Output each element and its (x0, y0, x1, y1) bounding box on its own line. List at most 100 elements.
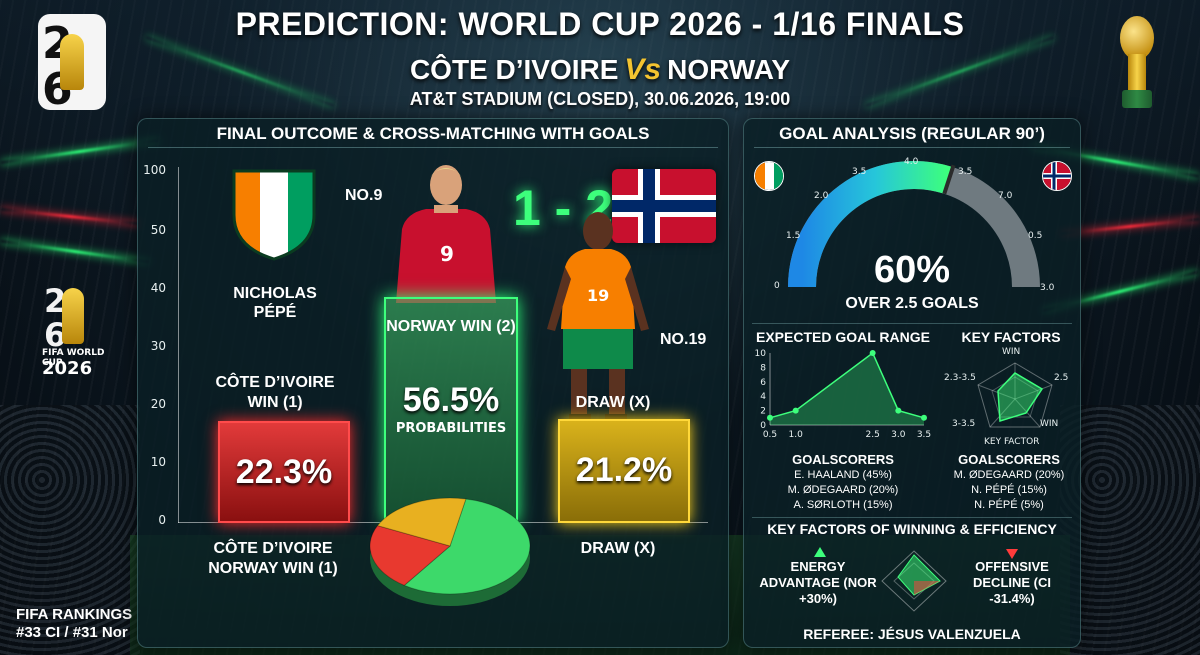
key-factors-radar (977, 362, 1053, 428)
svg-text:6: 6 (44, 316, 66, 348)
crowd-left (0, 405, 140, 655)
goalscorers-title: GOALSCORERS (958, 452, 1060, 467)
xg-title: EXPECTED GOAL RANGE (756, 329, 930, 345)
goalscorers-title: GOALSCORERS (792, 452, 894, 467)
radar-label: 2.5 (1054, 373, 1069, 383)
match-teams: CÔTE D’IVOIRE Vs NORWAY (0, 53, 1200, 87)
gauge-tick: 4.0 (904, 157, 919, 167)
bar-draw: 21.2% (558, 419, 690, 523)
xg-point (869, 350, 876, 356)
cote-divoire-shield-icon (230, 167, 318, 261)
rankings-values: #33 CI / #31 Nor (16, 624, 128, 641)
xg-x-tick: 0.5 (763, 430, 777, 440)
y-tick: 20 (150, 397, 166, 411)
gauge-needle (942, 164, 956, 195)
xg-point (921, 414, 927, 421)
bar-norway-win: NORWAY WIN (2) 56.5% PROBABILITIES (384, 297, 518, 523)
xg-point (792, 407, 799, 414)
xg-x-tick: 1.0 (789, 430, 804, 440)
player-number-label: NO.19 (660, 331, 707, 348)
bottom-label-left: CÔTE D’IVOIRE NORWAY WIN (1) (208, 540, 338, 577)
trophy-icon (1116, 16, 1158, 108)
divider (752, 517, 1072, 518)
outcome-panel-title: FINAL OUTCOME & CROSS-MATCHING WITH GOAL… (216, 124, 650, 143)
pie-slice (369, 525, 452, 586)
svg-text:2: 2 (44, 282, 66, 320)
shirt-number: 9 (440, 242, 454, 266)
arrow-down-icon (1006, 549, 1018, 559)
match-venue: AT&T STADIUM (CLOSED), 30.06.2026, 19:00 (409, 89, 791, 109)
xg-point (895, 407, 902, 414)
goalscorers-cote-divoire: GOALSCORERS M. ØDEGAARD (20%) N. PÉPÉ (1… (942, 451, 1076, 513)
light-beam (0, 239, 150, 264)
rankings-title: FIFA RANKINGS (16, 606, 133, 623)
goalscorer-item: E. HAALAND (45%) (794, 469, 892, 481)
energy-advantage: ENERGY ADVANTAGE (NOR +30%) (759, 559, 877, 606)
divider (754, 147, 1070, 148)
trophy-icon (62, 288, 84, 344)
xg-x-tick: 2.5 (866, 430, 880, 440)
pie-slice (403, 498, 531, 595)
arrow-up-icon (814, 547, 826, 557)
bar-cote-divoire-win: 22.3% (218, 421, 350, 523)
light-beam (1060, 217, 1200, 236)
norway-flag-icon (612, 169, 716, 243)
y-tick: 50 (150, 223, 166, 237)
gauge-fill (788, 161, 953, 288)
gauge-label: OVER 2.5 GOALS (845, 295, 979, 312)
player-number-label: NO.9 (345, 187, 383, 204)
divider (148, 147, 718, 148)
xg-point (767, 414, 773, 421)
goal-panel-title: GOAL ANALYSIS (REGULAR 90’) (779, 124, 1045, 143)
bottom-label-right: DRAW (X) (580, 540, 656, 557)
key-factors-title: KEY FACTORS (961, 329, 1061, 345)
xg-y-tick: 2 (760, 407, 766, 417)
logo-year: 2026 (42, 358, 93, 379)
outcome-panel: FINAL OUTCOME & CROSS-MATCHING WITH GOAL… (137, 118, 729, 648)
goal-analysis-panel: GOAL ANALYSIS (REGULAR 90’) 0 1.5 2.0 3.… (743, 118, 1081, 648)
gauge-tick: 2.0 (814, 191, 829, 201)
bar-label-cote-divoire: CÔTE D’IVOIRE WIN (1) (215, 374, 335, 411)
referee: REFEREE: JÉSUS VALENZUELA (803, 626, 1021, 642)
gauge-tick: 7.0 (998, 191, 1013, 201)
goalscorer-item: M. ØDEGAARD (20%) (953, 469, 1065, 481)
gauge-tick: 3.5 (958, 167, 973, 177)
norway-flag-icon (1042, 161, 1072, 191)
shirt-number: 19 (587, 286, 609, 305)
team-home: CÔTE D’IVOIRE (409, 54, 619, 85)
gauge-tick: 0.5 (1028, 231, 1043, 241)
fifa-rankings: FIFA RANKINGS #33 CI / #31 Nor (16, 606, 132, 642)
offensive-decline: OFFENSIVE DECLINE (CI -31.4%) (973, 559, 1051, 606)
gauge-tick: 3.5 (852, 167, 867, 177)
pie-slice (376, 497, 467, 547)
goalscorer-item: M. ØDEGAARD (20%) (787, 484, 899, 496)
expected-goal-line-chart: 10 8 6 4 2 00.5 1.0 2.5 3.0 3.5 (755, 349, 932, 440)
cote-divoire-flag-icon (754, 161, 784, 191)
bar-value: 22.3% (235, 453, 333, 491)
efficiency-title: KEY FACTORS OF WINNING & EFFICIENCY (767, 521, 1057, 537)
player-name: NICHOLAS PÉPÉ (233, 285, 317, 321)
efficiency-radar-icon (881, 550, 947, 612)
fifa-world-cup-logo: 2 6 FIFA WORLD CUP 2026 (42, 282, 104, 379)
versus-label: Vs (624, 53, 662, 86)
radar-label: WIN (1002, 347, 1021, 357)
probabilities-label: PROBABILITIES (395, 421, 507, 436)
trophy-icon (60, 34, 84, 90)
over-goals-gauge (788, 161, 1040, 288)
page-title: PREDICTION: WORLD CUP 2026 - 1/16 FINALS (235, 6, 965, 42)
goalscorers-norway: GOALSCORERS E. HAALAND (45%) M. ØDEGAARD… (752, 451, 934, 513)
player-pepe-figure: 19 (543, 209, 653, 429)
divider (752, 323, 1072, 324)
xg-x-tick: 3.0 (891, 430, 906, 440)
bar-value: 56.5% (402, 381, 500, 419)
gauge-tick: 0 (774, 281, 780, 291)
gauge-tick: 3.0 (1040, 283, 1055, 293)
logo-text: FIFA WORLD CUP (42, 348, 105, 368)
gauge-tick: 1.5 (786, 231, 801, 241)
y-tick: 30 (150, 339, 166, 353)
world-cup-26-logo: 2 6 (38, 14, 106, 110)
y-axis-line (178, 167, 179, 523)
xg-y-tick: 8 (760, 363, 766, 373)
radar-label: 2.3-3.5 (944, 373, 976, 383)
xg-y-tick: 0 (760, 421, 766, 431)
